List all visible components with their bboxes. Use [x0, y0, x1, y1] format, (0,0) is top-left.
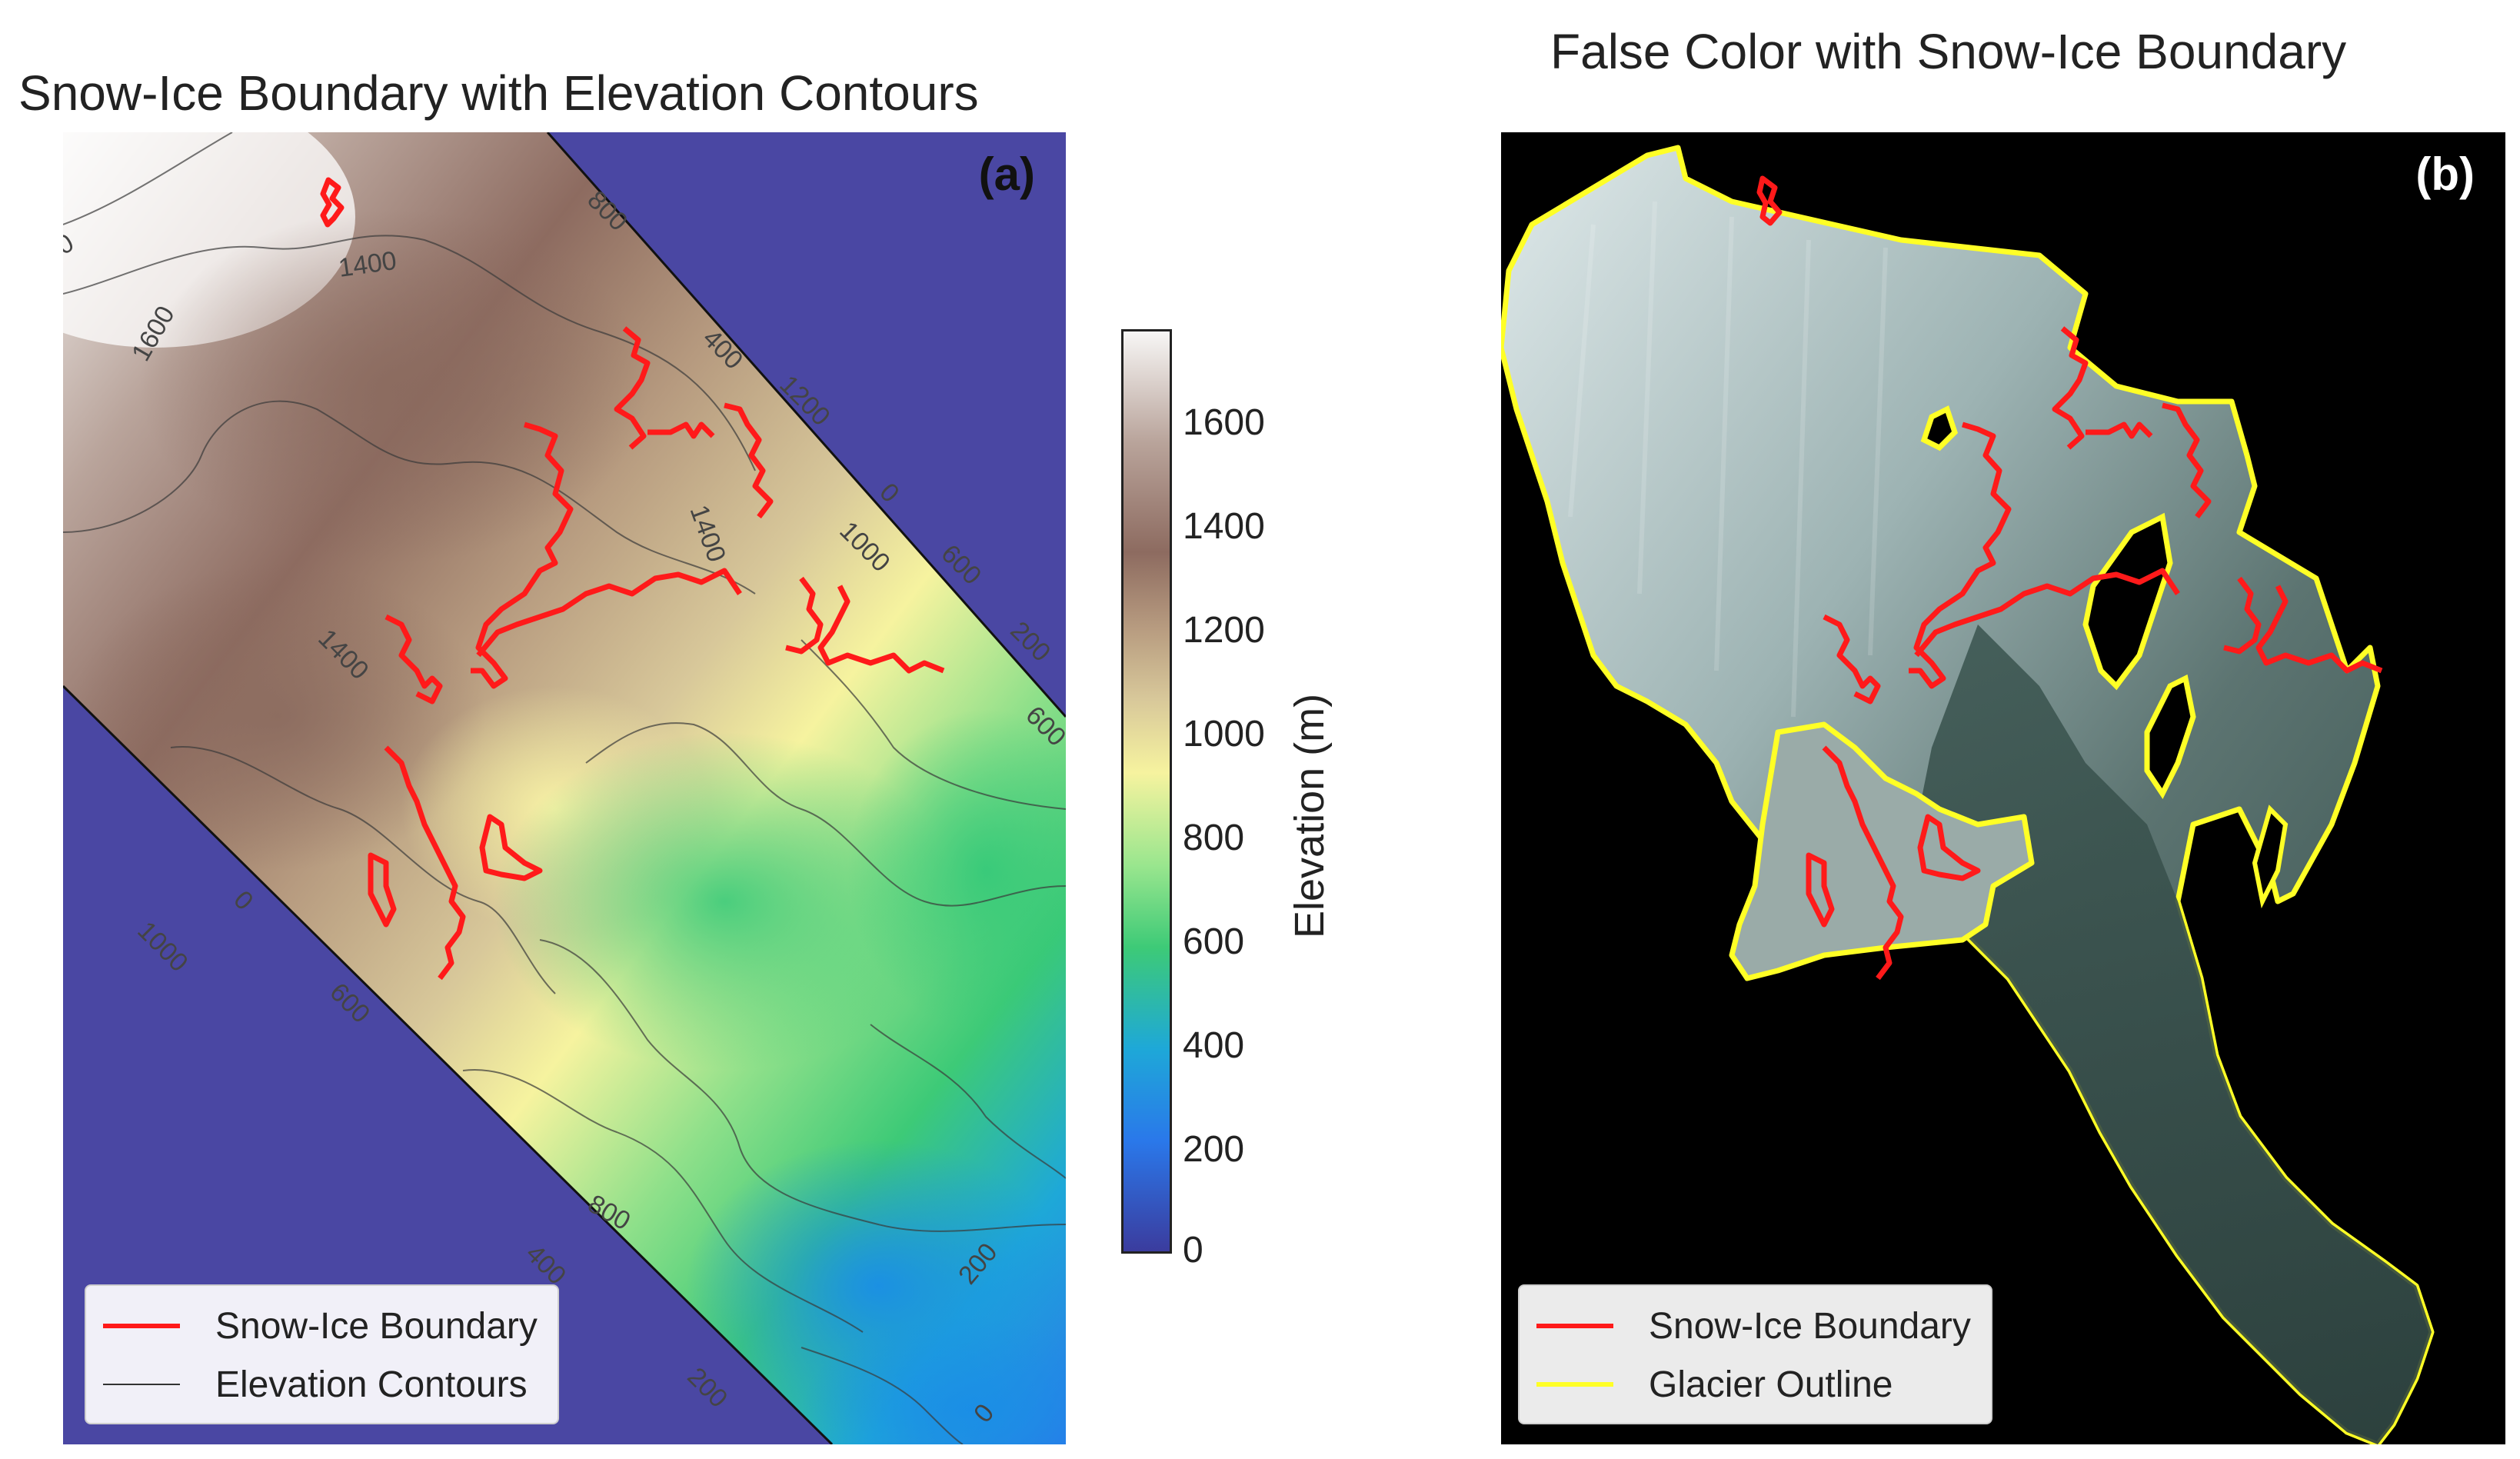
false-color-svg: [1501, 145, 2435, 1444]
snow-ice-boundary-b: [1756, 175, 2383, 981]
swath-edge-west: [63, 685, 834, 1444]
colorbar: [1121, 329, 1172, 1254]
boundary-segment: [479, 814, 543, 881]
contour-line: [801, 639, 1066, 810]
panel-a-title: Snow-Ice Boundary with Elevation Contour…: [18, 65, 979, 121]
colorbar-tick: 200: [1183, 1129, 1245, 1170]
contour-label: 0: [874, 478, 904, 508]
legend-panel-b: Snow-Ice Boundary Glacier Outline: [1518, 1284, 1992, 1424]
nunatak-hole: [1920, 405, 1959, 451]
false-color-image: (b) Snow-Ice Boundary Glacier Outline: [1501, 132, 2505, 1444]
contour-line: [870, 1024, 1066, 1179]
panel-b-label: (b): [2415, 148, 2475, 200]
boundary-segment: [817, 585, 945, 674]
dem-surface: [63, 132, 1066, 1444]
snow-ice-boundary: [320, 177, 945, 981]
colorbar-tick: 0: [1183, 1230, 1203, 1271]
boundary-segment: [1756, 175, 1783, 226]
legend-swatch-boundary-b: [1536, 1324, 1613, 1328]
nunatak-hole: [2252, 804, 2289, 909]
swath-edge-east: [546, 132, 1066, 718]
legend-label-outline: Glacier Outline: [1649, 1364, 1893, 1405]
boundary-segment: [647, 421, 715, 439]
boundary-segment: [724, 402, 774, 519]
nunatak-hole: [2082, 512, 2173, 691]
legend-label-contours: Elevation Contours: [215, 1364, 528, 1405]
boundary-segment: [2086, 421, 2153, 439]
boundary-segment: [1822, 745, 1904, 981]
contour-line: [539, 939, 1066, 1232]
colorbar-tick: 1400: [1183, 506, 1265, 547]
contour-line: [63, 235, 756, 471]
boundary-segment: [471, 421, 574, 689]
glacier-left-lobe: [1729, 721, 2035, 981]
colorbar-tick: 800: [1183, 818, 1245, 858]
boundary-segment: [2223, 576, 2262, 655]
elevation-map-svg: 1400 1600 1000 0 800 400 1200 0 600 200 …: [63, 132, 1066, 1444]
boundary-segment: [384, 614, 443, 705]
legend-swatch-boundary: [103, 1324, 180, 1328]
contour-line: [170, 746, 556, 994]
contour-line: [585, 722, 1066, 907]
elevation-map: 1400 1600 1000 0 800 400 1200 0 600 200 …: [63, 132, 1066, 1444]
boundary-segment: [1914, 568, 2180, 658]
colorbar-tick: 400: [1183, 1025, 1245, 1066]
contour-line: [63, 400, 756, 595]
contour-label: 0: [228, 885, 258, 916]
boundary-segment: [320, 177, 345, 228]
legend-item-boundary: Snow-Ice Boundary: [103, 1297, 538, 1355]
colorbar-ticks: 1600 1400 1200 1000 800 600 400 200 0: [1172, 329, 1265, 1271]
colorbar-tick: 600: [1183, 921, 1245, 962]
contour-line: [63, 132, 233, 225]
boundary-segment: [2162, 402, 2212, 519]
boundary-segment: [1823, 614, 1881, 705]
panel-a-label: (a): [978, 148, 1035, 200]
colorbar-tick: 1200: [1183, 610, 1265, 651]
legend-item-outline: Glacier Outline: [1536, 1355, 1971, 1414]
boundary-segment: [384, 745, 466, 981]
colorbar-label: Elevation (m): [1287, 693, 1333, 938]
boundary-segment: [368, 852, 397, 928]
boundary-segment: [1917, 814, 1981, 881]
colorbar-tick: 1000: [1183, 714, 1265, 754]
contour-label: 200: [681, 1362, 733, 1414]
legend-swatch-outline: [1536, 1382, 1613, 1387]
panel-b-title: False Color with Snow-Ice Boundary: [1550, 24, 2347, 79]
legend-label-boundary: Snow-Ice Boundary: [215, 1305, 538, 1347]
contour-label: 400: [520, 1239, 571, 1291]
legend-item-boundary-b: Snow-Ice Boundary: [1536, 1297, 1971, 1355]
legend-panel-a: Snow-Ice Boundary Elevation Contours: [85, 1284, 559, 1424]
legend-label-boundary-b: Snow-Ice Boundary: [1649, 1305, 1971, 1347]
legend-item-contours: Elevation Contours: [103, 1355, 538, 1414]
contour-line: [462, 1069, 864, 1333]
boundary-segment: [1806, 852, 1835, 928]
boundary-segment: [785, 576, 824, 655]
boundary-segment: [614, 326, 651, 450]
glacier-tongue: [1916, 625, 2432, 1444]
contour-label: 1000: [131, 916, 193, 978]
legend-swatch-contours: [103, 1384, 180, 1385]
boundary-segment: [476, 568, 742, 658]
boundary-segment: [1909, 421, 2012, 689]
colorbar-tick: 1600: [1183, 402, 1265, 443]
ice-texture: [1568, 201, 1888, 718]
boundary-segment: [2255, 585, 2383, 674]
nunatak-hole: [2144, 674, 2196, 799]
contour-line: [801, 1347, 964, 1444]
boundary-segment: [2052, 326, 2089, 450]
